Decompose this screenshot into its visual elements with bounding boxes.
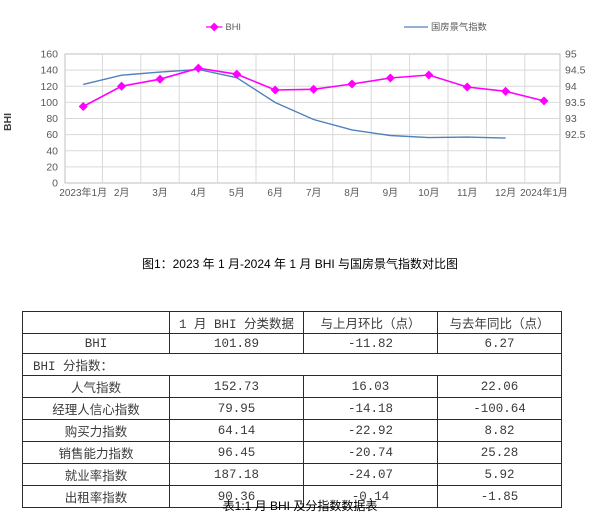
svg-text:93: 93 [565,113,577,125]
svg-text:BHI: BHI [2,113,14,131]
svg-text:2023年1月: 2023年1月 [59,186,107,199]
svg-text:160: 160 [40,49,58,61]
svg-text:94.5: 94.5 [565,65,586,77]
svg-text:92.5: 92.5 [565,129,586,141]
svg-text:40: 40 [46,145,58,157]
svg-text:8月: 8月 [344,187,360,199]
svg-text:9月: 9月 [383,187,399,199]
svg-text:94: 94 [565,81,577,93]
svg-text:3月: 3月 [152,187,168,199]
svg-text:12月: 12月 [495,187,516,199]
svg-text:20: 20 [46,161,58,173]
svg-text:120: 120 [40,81,58,93]
svg-text:100: 100 [40,97,58,109]
svg-text:60: 60 [46,129,58,141]
svg-text:93.5: 93.5 [565,97,586,109]
svg-text:7月: 7月 [306,187,322,199]
svg-text:2月: 2月 [114,187,130,199]
svg-text:10月: 10月 [418,187,439,199]
svg-text:140: 140 [40,65,58,77]
svg-text:80: 80 [46,113,58,125]
svg-text:95: 95 [565,49,577,61]
svg-text:6月: 6月 [267,187,283,199]
svg-text:0: 0 [52,178,58,190]
svg-text:2024年1月: 2024年1月 [520,186,568,199]
svg-text:BHI: BHI [226,22,242,32]
svg-text:5月: 5月 [229,187,245,199]
svg-text:4月: 4月 [191,187,207,199]
svg-text:11月: 11月 [457,187,477,199]
svg-text:国房景气指数: 国房景气指数 [431,21,487,32]
